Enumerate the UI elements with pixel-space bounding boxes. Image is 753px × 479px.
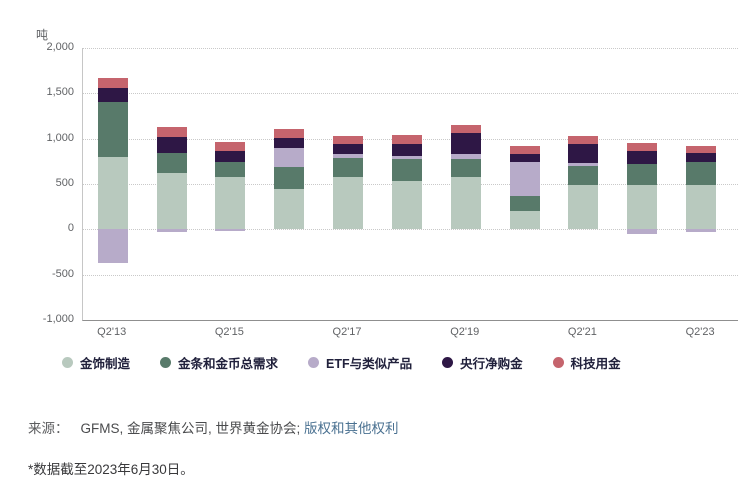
footnote: *数据截至2023年6月30日。 [28, 462, 194, 477]
source-link[interactable]: 版权和其他权利 [304, 421, 399, 436]
bar-segment-Q2'20 [509, 211, 540, 230]
bar-segment-Q2'20 [509, 161, 540, 197]
bar-segment-Q2'15 [215, 151, 246, 162]
y-tick-label: 1,000 [46, 131, 74, 144]
bar-segment-Q2'16 [274, 148, 305, 168]
y-tick-label: 0 [67, 222, 74, 235]
bar-segment-Q2'15 [215, 176, 246, 230]
x-tick-label: Q2'23 [685, 326, 715, 338]
x-tick-label: Q2'15 [214, 326, 244, 338]
bar-segment-Q2'18 [391, 181, 422, 230]
y-tick-label: 500 [55, 177, 74, 189]
legend-swatch-icon [442, 357, 454, 368]
legend-swatch-icon [62, 357, 73, 368]
y-tick-label: -500 [51, 267, 74, 280]
bar-segment-Q2'14 [156, 152, 187, 173]
bar-segment-Q2'13 [97, 156, 128, 230]
legend-label: 金饰制造 [80, 357, 131, 371]
source-text: GFMS, 金属聚焦公司, 世界黄金协会; [80, 421, 301, 436]
legend: 金饰制造 金条和金币总需求 ETF与类似产品 央行净购金 科技用金 [62, 353, 621, 372]
bar-segment-Q2'17 [333, 144, 364, 155]
x-tick-label: Q2'21 [567, 326, 597, 338]
legend-label: 金条和金币总需求 [178, 357, 279, 371]
bar-segment-Q2'21 [568, 144, 599, 163]
bar-segment-Q2'21 [568, 162, 599, 167]
bar-segment-Q2'22 [627, 151, 658, 165]
x-tick-label: Q2'19 [450, 326, 480, 338]
bar-segment-Q2'22 [627, 142, 658, 152]
bar-segment-Q2'23 [686, 145, 717, 153]
legend-item[interactable]: 金饰制造 [62, 353, 130, 372]
y-tick-label: 2,000 [46, 41, 74, 53]
source-prefix: 来源： [28, 421, 69, 436]
y-tick-label: -1,000 [42, 313, 74, 325]
bar-segment-Q2'17 [333, 176, 364, 230]
legend-swatch-icon [160, 357, 172, 368]
legend-label: 科技用金 [570, 357, 621, 371]
bar-segment-Q2'14 [156, 172, 187, 230]
legend-swatch-icon [308, 357, 320, 368]
bar-segment-Q2'16 [274, 129, 305, 139]
x-tick-label: Q2'13 [97, 326, 127, 338]
bar-segment-Q2'23 [686, 229, 717, 232]
bar-segment-Q2'14 [156, 127, 187, 138]
y-axis-unit-label: 吨 [36, 28, 49, 42]
legend-item[interactable]: 金条和金币总需求 [160, 353, 278, 372]
bar-segment-Q2'16 [274, 167, 305, 189]
bar-segment-Q2'18 [391, 144, 422, 157]
legend-swatch-icon [552, 357, 564, 368]
gridline [83, 229, 738, 231]
gridline [83, 274, 738, 276]
bar-segment-Q2'22 [627, 164, 658, 186]
legend-item[interactable]: 科技用金 [552, 353, 621, 372]
bar-segment-Q2'15 [215, 229, 246, 232]
bar-segment-Q2'14 [156, 229, 187, 233]
bar-segment-Q2'17 [333, 154, 364, 159]
gridline [83, 48, 738, 49]
bar-segment-Q2'21 [568, 166, 599, 186]
bar-segment-Q2'23 [686, 152, 717, 162]
legend-label: ETF与类似产品 [326, 357, 413, 371]
x-tick-label: Q2'17 [332, 326, 362, 338]
y-tick-label: 1,500 [46, 86, 74, 99]
legend-item[interactable]: ETF与类似产品 [308, 353, 412, 372]
bar-segment-Q2'16 [274, 188, 305, 230]
bar-segment-Q2'19 [450, 125, 481, 134]
bar-segment-Q2'13 [97, 101, 128, 157]
source-line: 来源： GFMS, 金属聚焦公司, 世界黄金协会; 版权和其他权利 [28, 417, 399, 437]
bar-segment-Q2'13 [97, 77, 128, 89]
bar-segment-Q2'18 [391, 135, 422, 145]
bar-segment-Q2'18 [391, 156, 422, 160]
bar-segment-Q2'19 [450, 133, 481, 155]
bar-segment-Q2'15 [215, 142, 246, 152]
bar-segment-Q2'21 [568, 136, 599, 145]
plot-area [82, 48, 738, 321]
bar-segment-Q2'22 [627, 185, 658, 230]
bar-segment-Q2'17 [333, 136, 364, 145]
bar-segment-Q2'19 [450, 154, 481, 160]
bar-segment-Q2'20 [509, 196, 540, 212]
bar-segment-Q2'23 [686, 184, 717, 230]
bar-segment-Q2'19 [450, 159, 481, 177]
gridline [83, 93, 738, 95]
bar-segment-Q2'23 [686, 161, 717, 185]
bar-segment-Q2'16 [274, 138, 305, 149]
bar-segment-Q2'20 [509, 154, 540, 162]
legend-label: 央行净购金 [460, 357, 523, 371]
bar-segment-Q2'13 [97, 88, 128, 102]
legend-item[interactable]: 央行净购金 [442, 353, 523, 372]
bar-segment-Q2'18 [391, 159, 422, 182]
bar-segment-Q2'22 [627, 229, 658, 235]
bar-segment-Q2'19 [450, 176, 481, 230]
bar-segment-Q2'15 [215, 161, 246, 177]
bar-segment-Q2'13 [97, 229, 128, 263]
bar-segment-Q2'20 [509, 145, 540, 155]
bar-segment-Q2'17 [333, 158, 364, 177]
bar-segment-Q2'14 [156, 137, 187, 153]
bar-segment-Q2'21 [568, 185, 599, 230]
